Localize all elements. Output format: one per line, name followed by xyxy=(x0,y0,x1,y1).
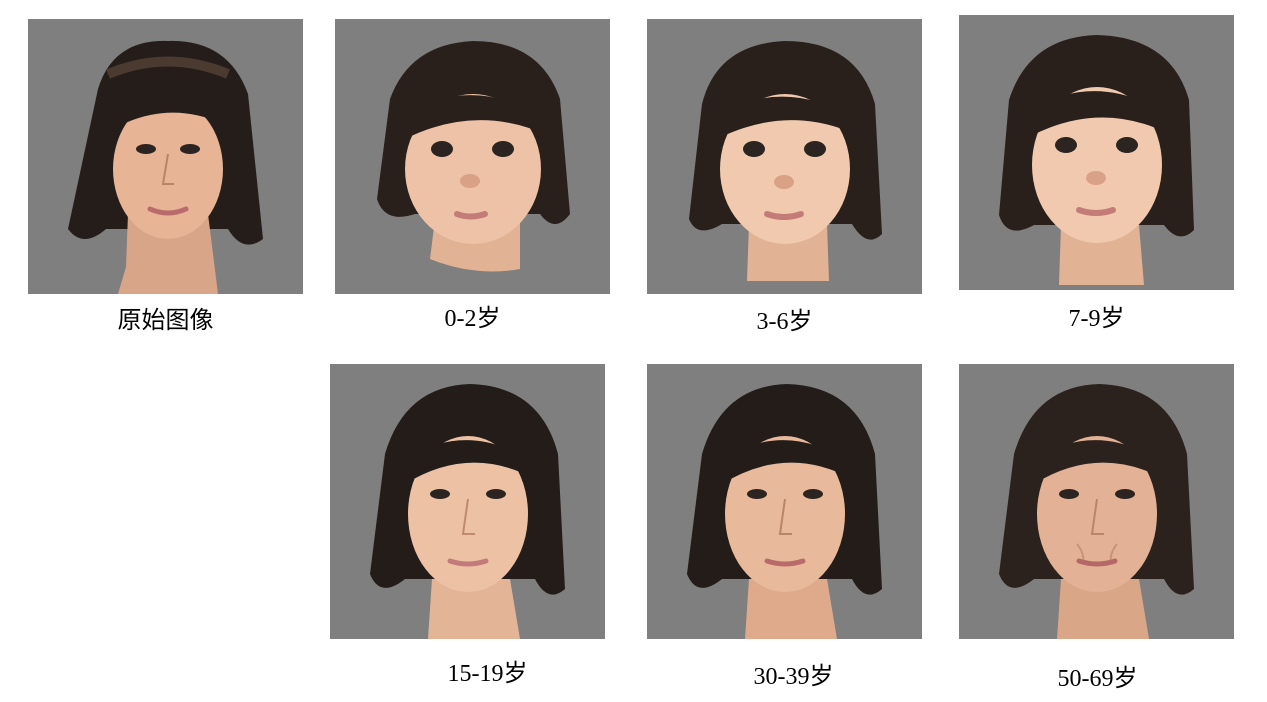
face-image-3-6 xyxy=(647,19,922,294)
caption-original: 原始图像 xyxy=(117,308,214,334)
caption-3-6: 3-6岁 xyxy=(756,309,813,335)
face-image-15-19 xyxy=(330,364,605,639)
face-30-39-photo xyxy=(687,384,882,639)
caption-7-9: 7-9岁 xyxy=(1068,306,1125,332)
caption-15-19: 15-19岁 xyxy=(447,661,528,687)
face-image-7-9 xyxy=(959,15,1234,290)
face-image-50-69 xyxy=(959,364,1234,639)
caption-30-39: 30-39岁 xyxy=(753,664,834,690)
face-image-30-39 xyxy=(647,364,922,639)
face-15-19-photo xyxy=(370,384,565,639)
face-original-photo xyxy=(68,40,263,294)
face-3-6-photo xyxy=(689,41,882,281)
caption-50-69: 50-69岁 xyxy=(1057,666,1138,692)
caption-0-2: 0-2岁 xyxy=(444,306,501,332)
face-7-9-photo xyxy=(999,35,1194,285)
face-image-0-2 xyxy=(335,19,610,294)
face-50-69-photo xyxy=(999,384,1194,639)
face-image-original xyxy=(28,19,303,294)
face-0-2-photo xyxy=(377,41,570,272)
